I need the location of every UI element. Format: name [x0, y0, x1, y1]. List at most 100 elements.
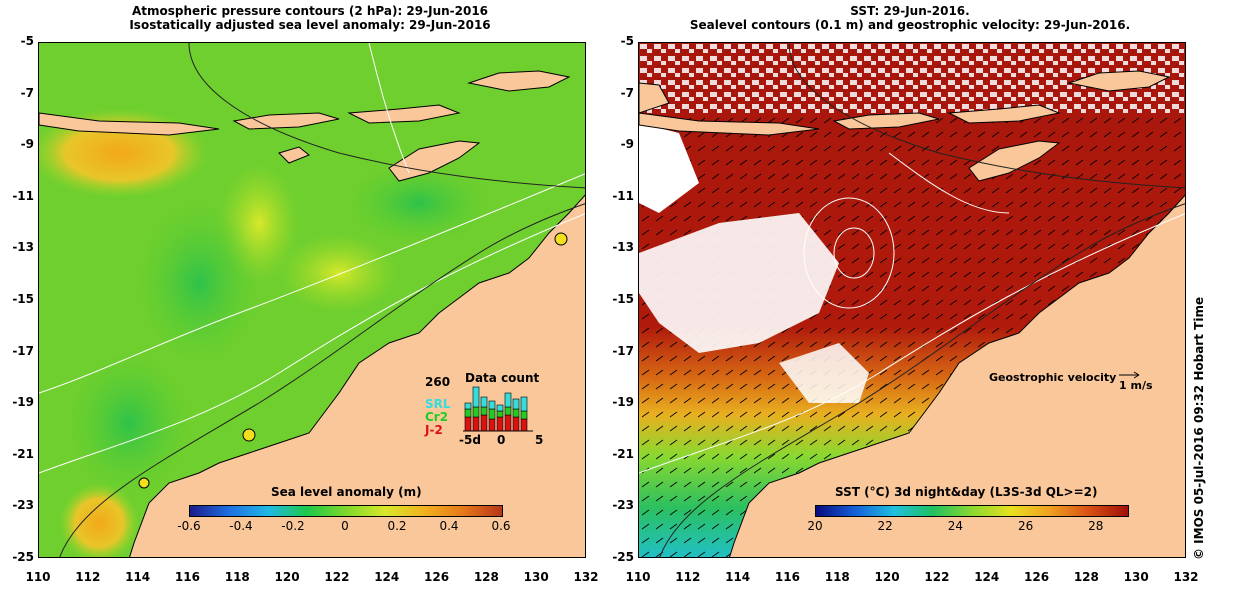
- left-y-tick-label: -7: [20, 85, 34, 100]
- sla-colorbar: [189, 505, 503, 517]
- anomaly-low-patch: [349, 163, 489, 243]
- left-x-tick-label: 122: [324, 570, 350, 584]
- left-y-tick-label: -19: [12, 395, 34, 410]
- left-y-tick-label: -5: [20, 34, 34, 48]
- left-y-tick-label: -9: [20, 137, 34, 152]
- sla-colorbar-tick: -0.6: [177, 519, 201, 533]
- left-map-title: Atmospheric pressure contours (2 hPa): 2…: [110, 4, 510, 32]
- sea-level-anomaly-map: 260 Data count SRL Cr2 J-2 -5d 0 5 Sea l…: [38, 42, 586, 558]
- velocity-scale-arrow: [1119, 371, 1140, 379]
- left-y-tick-label: -23: [12, 498, 34, 513]
- tide-gauge-markers: [138, 232, 568, 489]
- right-x-tick-label: 118: [824, 570, 850, 584]
- right-x-tick-label: 128: [1073, 570, 1099, 584]
- left-x-tick-label: 126: [424, 570, 450, 584]
- left-x-tick-label: 118: [224, 570, 250, 584]
- sla-colorbar-tick: 0.6: [491, 519, 511, 533]
- right-y-tick-label: -5: [620, 34, 634, 48]
- pressure-contours: [39, 43, 585, 474]
- right-y-tick-label: -13: [612, 240, 634, 255]
- left-x-tick-label: 128: [473, 570, 499, 584]
- sla-colorbar-title: Sea level anomaly (m): [271, 485, 422, 499]
- anomaly-low-patch: [69, 353, 189, 493]
- right-x-tick-label: 130: [1123, 570, 1149, 584]
- right-y-tick-label: -25: [612, 550, 634, 564]
- data-count-bars: [463, 386, 533, 432]
- right-y-tick-label: -21: [612, 446, 634, 461]
- right-x-tick-label: 116: [774, 570, 800, 584]
- right-y-tick-label: -15: [612, 292, 634, 306]
- right-y-tick-label: -19: [612, 395, 634, 410]
- islands: [639, 70, 1171, 182]
- inset-xtick-5: 5: [535, 433, 544, 447]
- sea-level-contours: [639, 152, 1185, 474]
- left-y-tick-label: -17: [12, 343, 34, 358]
- inset-legend-j2: J-2: [425, 423, 443, 437]
- right-y-tick-label: -7: [620, 85, 634, 100]
- anomaly-patch: [279, 233, 399, 313]
- right-x-tick-label: 112: [675, 570, 701, 584]
- right-x-tick-label: 124: [974, 570, 1000, 584]
- velocity-scale-label: 1 m/s: [1119, 379, 1153, 392]
- anomaly-low-patch: [139, 203, 259, 363]
- sst-colorbar-tick: 20: [807, 519, 823, 533]
- left-y-tick-label: -15: [12, 292, 34, 306]
- right-title-line1: SST: 29-Jun-2016.: [850, 4, 970, 18]
- left-x-tick-label: 132: [573, 570, 599, 584]
- inset-title: Data count: [465, 371, 540, 385]
- sst-colorbar-title: SST (°C) 3d night&day (L3S-3d QL>=2): [835, 485, 1098, 499]
- left-y-tick-label: -13: [12, 240, 34, 255]
- sea-level-contours-dark: [659, 43, 1185, 557]
- right-y-tick-label: -11: [612, 188, 634, 203]
- sst-colorbar-tick: 26: [1017, 519, 1034, 533]
- right-x-tick-label: 114: [725, 570, 751, 584]
- left-x-tick-label: 110: [25, 570, 51, 584]
- cloud-mask: [639, 123, 699, 213]
- sla-colorbar-tick: -0.2: [281, 519, 305, 533]
- sst-map: Geostrophic velocity 1 m/s SST (°C) 3d n…: [638, 42, 1186, 558]
- cloud-mask: [779, 343, 869, 403]
- inset-xtick-0: 0: [497, 433, 506, 447]
- inset-legend-srl: SRL: [425, 397, 451, 411]
- right-x-tick-label: 120: [874, 570, 900, 584]
- left-x-tick-label: 120: [274, 570, 300, 584]
- cloud-mask: [639, 213, 839, 353]
- sla-colorbar-tick: 0.4: [439, 519, 459, 533]
- anomaly-high-patch: [59, 483, 139, 557]
- right-map-title: SST: 29-Jun-2016. Sealevel contours (0.1…: [640, 4, 1180, 32]
- sea-level-anomaly-svg: [39, 43, 585, 557]
- inset-xtick-minus5: -5d: [459, 433, 481, 447]
- sst-svg: [639, 43, 1185, 557]
- left-x-tick-label: 124: [374, 570, 400, 584]
- right-title-line2: Sealevel contours (0.1 m) and geostrophi…: [689, 18, 1131, 32]
- sla-colorbar-tick: -0.4: [229, 519, 253, 533]
- right-y-tick-label: -17: [612, 343, 634, 358]
- right-x-tick-label: 122: [924, 570, 950, 584]
- velocity-label: Geostrophic velocity: [989, 371, 1117, 384]
- sla-colorbar-tick: 0: [341, 519, 349, 533]
- left-x-tick-label: 130: [523, 570, 549, 584]
- left-x-tick-label: 112: [75, 570, 101, 584]
- sla-colorbar-tick: 0.2: [387, 519, 407, 533]
- left-y-tick-label: -25: [12, 550, 34, 564]
- right-y-tick-label: -9: [620, 137, 634, 152]
- sst-colorbar-tick: 28: [1088, 519, 1104, 533]
- islands: [39, 70, 571, 182]
- left-title-line1: Atmospheric pressure contours (2 hPa): 2…: [131, 4, 489, 18]
- sst-colorbar-tick: 22: [877, 519, 893, 533]
- left-x-tick-label: 116: [174, 570, 200, 584]
- left-y-tick-label: -11: [12, 188, 34, 203]
- right-x-tick-label: 132: [1173, 570, 1199, 584]
- credit-text: © IMOS 05-Jul-2016 09:32 Hobart Time: [1192, 296, 1206, 560]
- right-x-tick-label: 126: [1024, 570, 1050, 584]
- left-title-line2: Isostatically adjusted sea level anomaly…: [129, 18, 491, 32]
- australia-landmass: [129, 194, 585, 557]
- right-y-tick-label: -23: [612, 498, 634, 513]
- australia-landmass: [729, 194, 1185, 557]
- sst-colorbar: [815, 505, 1129, 517]
- inset-legend-cr2: Cr2: [425, 410, 449, 424]
- sst-colorbar-tick: 24: [947, 519, 964, 533]
- inset-count-label: 260: [425, 375, 451, 389]
- sea-level-contours: [59, 43, 585, 557]
- right-x-tick-label: 110: [625, 570, 651, 584]
